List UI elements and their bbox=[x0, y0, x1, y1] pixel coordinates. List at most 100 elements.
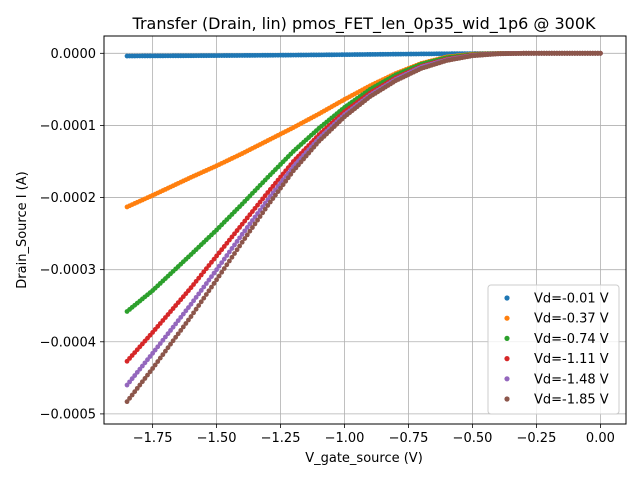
data-point bbox=[247, 228, 253, 234]
data-point bbox=[178, 314, 184, 320]
data-point bbox=[191, 310, 196, 316]
data-point bbox=[147, 354, 153, 359]
data-point bbox=[168, 328, 173, 333]
data-point bbox=[196, 275, 202, 281]
data-point bbox=[203, 266, 209, 272]
data-point bbox=[186, 317, 191, 323]
axes-frame bbox=[103, 35, 627, 425]
legend-label: Vd=-0.01 V bbox=[534, 292, 609, 307]
data-point bbox=[147, 369, 153, 375]
data-point bbox=[250, 209, 255, 214]
x-axis-ticks: −1.75 −1.50 −1.25 −1.00 −0.75 −0.50 −0.25 0.00 bbox=[133, 424, 615, 446]
data-point bbox=[170, 338, 176, 344]
data-point bbox=[216, 273, 222, 279]
data-point bbox=[124, 382, 130, 388]
data-point bbox=[232, 242, 237, 248]
data-point bbox=[211, 270, 217, 276]
data-point bbox=[206, 288, 212, 294]
data-point bbox=[203, 292, 209, 297]
data-point bbox=[244, 232, 250, 238]
x-tick-label: −0.25 bbox=[517, 431, 557, 446]
data-point bbox=[250, 218, 255, 223]
data-point bbox=[211, 256, 217, 262]
data-point bbox=[221, 256, 227, 262]
data-point bbox=[239, 231, 245, 237]
data-point bbox=[163, 348, 168, 354]
data-point bbox=[155, 344, 161, 350]
data-point bbox=[157, 341, 163, 346]
legend-box bbox=[487, 284, 620, 415]
legend-label: Vd=-0.74 V bbox=[534, 332, 609, 347]
data-point bbox=[173, 334, 179, 340]
data-point bbox=[257, 199, 263, 205]
data-point bbox=[224, 262, 230, 268]
data-point bbox=[145, 372, 150, 378]
data-point bbox=[214, 267, 219, 273]
data-point bbox=[278, 185, 283, 191]
data-point bbox=[257, 214, 263, 219]
legend-label: Vd=-0.37 V bbox=[534, 312, 609, 327]
data-point bbox=[203, 281, 209, 286]
data-point bbox=[193, 294, 199, 300]
y-axis-label: Drain_Source I (A) bbox=[15, 171, 30, 288]
data-point bbox=[160, 352, 166, 358]
data-point bbox=[175, 331, 181, 337]
data-point bbox=[273, 192, 278, 198]
data-point bbox=[214, 277, 219, 283]
data-point bbox=[201, 284, 207, 290]
y-tick-label: −0.0003 bbox=[40, 263, 96, 278]
data-point bbox=[165, 331, 171, 337]
data-point bbox=[198, 288, 204, 293]
legend-marker bbox=[504, 356, 510, 362]
data-point bbox=[270, 196, 276, 201]
data-point bbox=[180, 311, 186, 317]
data-point bbox=[165, 345, 171, 351]
data-point bbox=[226, 249, 232, 255]
data-point bbox=[139, 379, 145, 385]
data-point bbox=[247, 221, 253, 227]
data-point bbox=[191, 298, 196, 304]
data-point bbox=[201, 295, 207, 301]
legend: Vd=-0.01 V Vd=-0.37 V Vd=-0.74 V Vd=-1.11 V… bbox=[487, 284, 620, 415]
data-point bbox=[150, 350, 156, 356]
data-point bbox=[180, 324, 186, 330]
data-point bbox=[255, 217, 260, 223]
data-point bbox=[250, 225, 255, 230]
data-point bbox=[186, 305, 191, 310]
data-point bbox=[221, 266, 227, 271]
data-point bbox=[237, 243, 243, 249]
legend-marker bbox=[504, 396, 510, 402]
x-tick-label: 0.00 bbox=[586, 431, 615, 446]
data-point bbox=[260, 210, 266, 216]
legend-marker bbox=[504, 376, 510, 382]
data-point bbox=[232, 251, 237, 256]
x-tick-label: −1.00 bbox=[325, 431, 365, 446]
data-point bbox=[152, 362, 158, 368]
data-point bbox=[242, 228, 248, 234]
y-tick-label: −0.0002 bbox=[40, 191, 96, 206]
y-tick-label: 0.0000 bbox=[51, 47, 97, 62]
x-tick-label: −1.75 bbox=[133, 431, 173, 446]
data-point bbox=[216, 263, 222, 269]
legend-marker bbox=[504, 335, 510, 341]
data-point bbox=[224, 253, 230, 258]
data-point bbox=[173, 321, 179, 327]
data-point bbox=[226, 258, 232, 264]
chart-title: Transfer (Drain, lin) pmos_FET_len_0p35_… bbox=[132, 14, 596, 34]
data-point bbox=[237, 235, 243, 241]
data-point bbox=[175, 318, 181, 324]
data-point bbox=[275, 189, 281, 195]
data-point bbox=[178, 327, 184, 333]
data-point bbox=[188, 314, 194, 319]
data-point bbox=[234, 238, 240, 244]
data-point bbox=[142, 376, 148, 381]
data-point bbox=[157, 355, 163, 361]
data-point bbox=[196, 303, 202, 308]
data-point bbox=[134, 385, 140, 391]
data-point bbox=[229, 254, 235, 260]
data-point bbox=[280, 182, 286, 188]
legend-marker bbox=[504, 315, 510, 321]
legend-label: Vd=-1.11 V bbox=[534, 352, 609, 367]
data-point bbox=[219, 269, 225, 275]
legend-marker bbox=[504, 295, 510, 301]
